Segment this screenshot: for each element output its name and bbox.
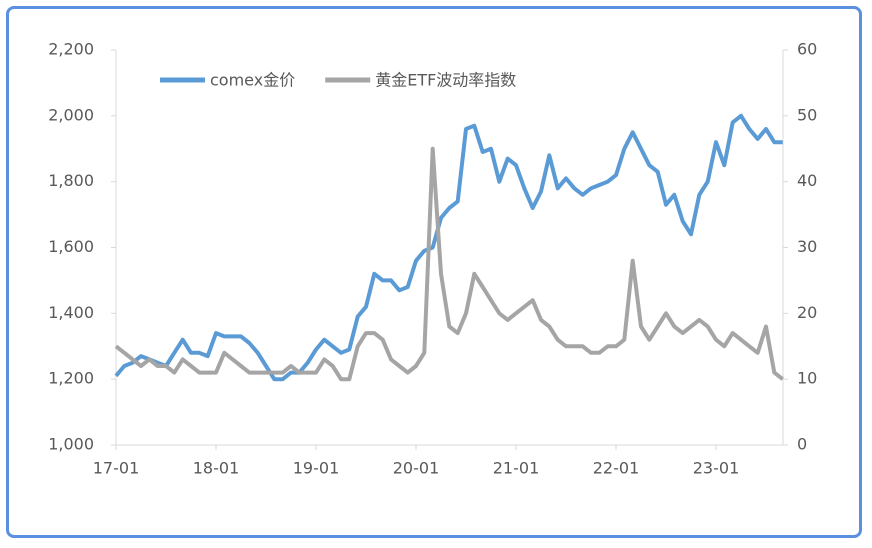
x-tick-label: 21-01 (493, 459, 540, 478)
y-tick-label: 1,800 (48, 171, 94, 190)
series-line (114, 113, 783, 382)
x-tick-label: 19-01 (293, 459, 340, 478)
x-tick-label: 23-01 (693, 459, 740, 478)
legend-label: comex金价 (210, 71, 295, 90)
y2-tick-label: 60 (797, 40, 817, 59)
y2-tick-label: 50 (797, 105, 817, 124)
y2-tick-label: 30 (797, 237, 817, 256)
frame (6, 6, 862, 538)
y-tick-label: 1,400 (48, 303, 94, 322)
y2-tick-label: 10 (797, 369, 817, 388)
x-tick-label: 17-01 (93, 459, 140, 478)
x-tick-label: 22-01 (593, 459, 640, 478)
y2-tick-label: 20 (797, 303, 817, 322)
x-tick-label: 18-01 (193, 459, 240, 478)
y2-tick-label: 0 (797, 435, 807, 454)
y-tick-label: 1,200 (48, 369, 94, 388)
legend-label: 黄金ETF波动率指数 (375, 71, 516, 90)
series-line (114, 146, 784, 382)
y-tick-label: 1,600 (48, 237, 94, 256)
y-tick-label: 2,200 (48, 40, 94, 59)
y2-tick-label: 40 (797, 171, 817, 190)
x-tick-label: 20-01 (393, 459, 440, 478)
y-tick-label: 2,000 (48, 105, 94, 124)
y-tick-label: 1,000 (48, 435, 94, 454)
